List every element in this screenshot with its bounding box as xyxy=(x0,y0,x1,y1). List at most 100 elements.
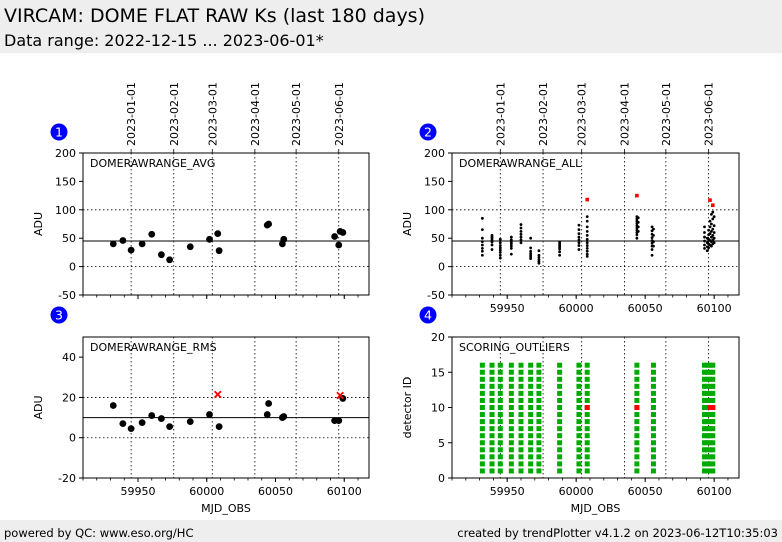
data-point xyxy=(650,236,654,240)
data-point xyxy=(480,216,484,220)
data-point xyxy=(498,246,502,250)
chart-avg: 1 2023-01-01 2023-02-01 2023-03-01 2023-04-0… xyxy=(32,82,370,302)
ok-marker xyxy=(557,362,563,368)
ok-marker xyxy=(702,461,708,467)
ok-marker xyxy=(704,390,710,396)
data-point xyxy=(480,249,484,253)
data-point xyxy=(119,420,127,428)
y-tick-label: 0 xyxy=(69,432,76,445)
ok-marker xyxy=(702,454,708,460)
ok-marker xyxy=(576,468,582,474)
ok-marker xyxy=(650,376,656,382)
data-point xyxy=(138,419,146,427)
ok-marker xyxy=(634,440,640,446)
ok-marker xyxy=(518,433,524,439)
chart-scoring: 4 0 5 10 15 20 59950 60000 60050 60100 detector ID… xyxy=(401,306,740,515)
ok-marker xyxy=(576,369,582,375)
ok-marker xyxy=(557,440,563,446)
data-point xyxy=(263,411,271,418)
ok-marker xyxy=(528,383,534,389)
data-point xyxy=(537,253,541,257)
ok-marker xyxy=(497,376,503,382)
ok-marker xyxy=(702,412,708,418)
ok-marker xyxy=(650,390,656,396)
ok-marker xyxy=(634,390,640,396)
ok-marker xyxy=(497,397,503,403)
data-point xyxy=(636,216,640,220)
data-point xyxy=(206,235,213,243)
ok-marker xyxy=(479,362,485,368)
ok-marker xyxy=(479,419,485,425)
data-point xyxy=(498,256,502,260)
ok-marker xyxy=(497,383,503,389)
data-point xyxy=(498,237,502,241)
ok-marker xyxy=(489,412,495,418)
ok-marker xyxy=(584,447,590,453)
panel-number-badge xyxy=(50,306,68,324)
ok-marker xyxy=(489,383,495,389)
ok-marker xyxy=(707,376,713,382)
data-point xyxy=(498,253,502,257)
data-point xyxy=(215,247,223,255)
ok-marker xyxy=(650,447,656,453)
ok-marker xyxy=(702,369,708,375)
ok-marker xyxy=(508,412,514,418)
ok-marker xyxy=(634,426,640,432)
ok-marker xyxy=(576,433,582,439)
ok-marker xyxy=(576,376,582,382)
ok-marker xyxy=(576,426,582,432)
data-point xyxy=(636,229,640,233)
ok-marker xyxy=(650,419,656,425)
ok-marker xyxy=(528,390,534,396)
data-point xyxy=(577,228,581,232)
x-tick-label: 59950 xyxy=(490,485,525,498)
ok-marker xyxy=(710,454,716,460)
data-point xyxy=(708,219,712,223)
ok-marker xyxy=(489,362,495,368)
ok-marker xyxy=(489,376,495,382)
ok-marker xyxy=(508,419,514,425)
ok-marker xyxy=(518,440,524,446)
ok-marker xyxy=(702,405,708,410)
ok-marker xyxy=(702,383,708,389)
ok-marker xyxy=(497,440,503,446)
outlier-marker xyxy=(710,405,716,410)
ok-marker xyxy=(497,405,503,410)
data-point xyxy=(480,236,484,240)
data-point xyxy=(585,237,589,241)
ok-marker xyxy=(650,362,656,368)
ok-marker xyxy=(650,433,656,439)
ok-marker xyxy=(489,426,495,432)
ok-marker xyxy=(557,376,563,382)
ok-marker xyxy=(497,454,503,460)
ok-marker xyxy=(489,440,495,446)
data-point xyxy=(635,233,639,237)
ok-marker xyxy=(479,433,485,439)
header-band xyxy=(0,0,782,53)
ok-marker xyxy=(518,369,524,375)
ok-marker xyxy=(702,419,708,425)
ok-marker xyxy=(576,454,582,460)
ok-marker xyxy=(497,362,503,368)
ok-marker xyxy=(704,454,710,460)
ok-marker xyxy=(634,397,640,403)
ok-marker xyxy=(489,405,495,410)
ok-marker xyxy=(650,369,656,375)
ok-marker xyxy=(508,461,514,467)
data-point xyxy=(498,241,502,245)
data-point xyxy=(577,244,581,247)
ok-marker xyxy=(557,412,563,418)
ok-marker xyxy=(508,468,514,474)
ok-marker xyxy=(710,369,716,375)
data-point xyxy=(652,240,655,244)
data-point xyxy=(703,235,706,239)
ok-marker xyxy=(528,376,534,382)
ok-marker xyxy=(497,369,503,375)
data-point xyxy=(498,248,502,252)
ok-marker xyxy=(634,468,640,474)
x-tick-label: 60000 xyxy=(559,302,594,315)
ok-marker xyxy=(584,383,590,389)
ok-marker xyxy=(650,461,656,467)
plot-area xyxy=(82,336,370,479)
data-point xyxy=(585,247,589,250)
